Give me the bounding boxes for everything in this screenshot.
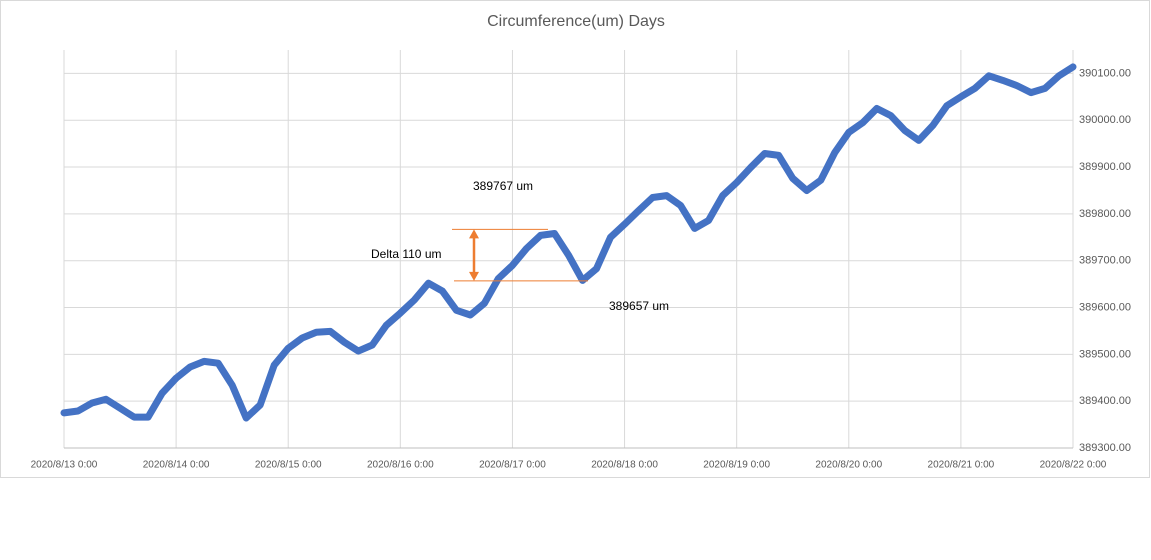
y-tick-label: 390000.00 — [1079, 114, 1131, 126]
annotation: 389767 um — [473, 179, 533, 193]
annotation: Delta 110 um — [371, 247, 441, 261]
arrow-head — [469, 271, 479, 281]
data-line — [60, 63, 1077, 422]
y-tick-label: 389300.00 — [1079, 442, 1131, 454]
y-tick-label: 389900.00 — [1079, 161, 1131, 173]
chart-frame — [0, 0, 1150, 478]
x-tick-label: 2020/8/19 0:00 — [703, 460, 770, 471]
x-tick-label: 2020/8/13 0:00 — [31, 460, 98, 471]
y-tick-label: 389800.00 — [1079, 208, 1131, 220]
arrow-head — [469, 229, 479, 239]
x-tick-label: 2020/8/16 0:00 — [367, 460, 434, 471]
x-tick-label: 2020/8/22 0:00 — [1040, 460, 1107, 471]
y-tick-label: 390100.00 — [1079, 67, 1131, 79]
annotation: 389657 um — [609, 299, 669, 313]
x-tick-label: 2020/8/14 0:00 — [143, 460, 210, 471]
chart-title: Circumference(um) Days — [487, 13, 665, 30]
y-tick-label: 389700.00 — [1079, 255, 1131, 267]
x-tick-label: 2020/8/15 0:00 — [255, 460, 322, 471]
y-tick-label: 389400.00 — [1079, 395, 1131, 407]
x-tick-label: 2020/8/17 0:00 — [479, 460, 546, 471]
x-tick-label: 2020/8/20 0:00 — [815, 460, 882, 471]
y-tick-label: 389600.00 — [1079, 301, 1131, 313]
y-tick-label: 389500.00 — [1079, 348, 1131, 360]
x-tick-label: 2020/8/21 0:00 — [928, 460, 995, 471]
x-tick-label: 2020/8/18 0:00 — [591, 460, 658, 471]
